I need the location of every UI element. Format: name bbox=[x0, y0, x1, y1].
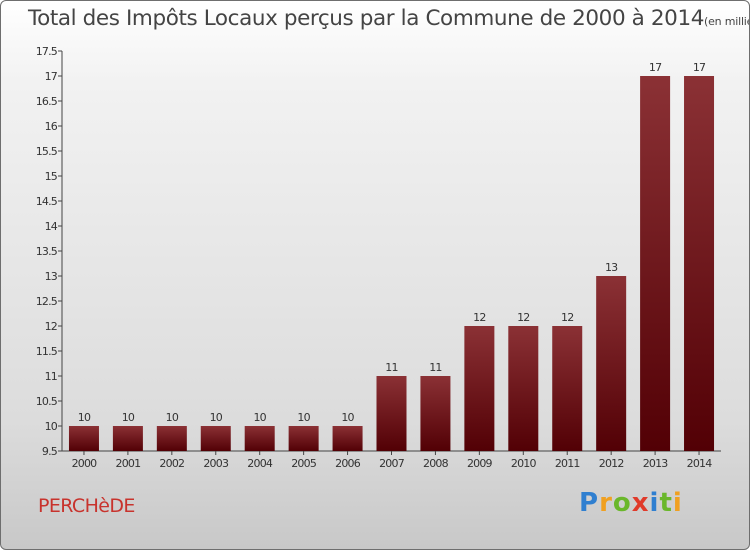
y-tick-label: 11.5 bbox=[36, 345, 58, 358]
y-tick-label: 17.5 bbox=[36, 45, 58, 58]
x-tick-label: 2006 bbox=[335, 457, 361, 470]
y-tick-label: 14 bbox=[45, 220, 58, 233]
bar-value-label: 10 bbox=[166, 411, 179, 424]
x-tick-label: 2012 bbox=[599, 457, 624, 470]
y-tick-label: 9.5 bbox=[42, 445, 58, 458]
chart-title: Total des Impôts Locaux perçus par la Co… bbox=[28, 6, 704, 31]
y-tick-label: 13.5 bbox=[36, 245, 58, 258]
bar-2009 bbox=[464, 326, 495, 451]
x-tick-label: 2010 bbox=[511, 457, 537, 470]
bar-value-label: 10 bbox=[341, 411, 354, 424]
bar-value-label: 12 bbox=[561, 311, 573, 324]
bar-2012 bbox=[596, 276, 627, 451]
y-tick-label: 16 bbox=[45, 120, 58, 133]
bar-value-label: 10 bbox=[297, 411, 310, 424]
bar-value-label: 11 bbox=[385, 361, 397, 374]
bar-2013 bbox=[640, 76, 671, 451]
logo-letter: i bbox=[649, 488, 660, 518]
bar-2003 bbox=[200, 426, 231, 451]
y-tick-label: 14.5 bbox=[36, 195, 58, 208]
bar-value-label: 12 bbox=[517, 311, 529, 324]
x-tick-label: 2007 bbox=[379, 457, 405, 470]
y-tick-label: 12.5 bbox=[36, 295, 58, 308]
y-tick-label: 15 bbox=[45, 170, 58, 183]
chart-title-block: Total des Impôts Locaux perçus par la Co… bbox=[28, 6, 749, 31]
x-tick-label: 2000 bbox=[72, 457, 98, 470]
bar-value-label: 10 bbox=[122, 411, 135, 424]
bar-2002 bbox=[156, 426, 187, 451]
bar-2005 bbox=[288, 426, 319, 451]
y-tick-label: 12 bbox=[45, 320, 57, 333]
logo-letter: i bbox=[672, 488, 683, 518]
x-tick-label: 2005 bbox=[291, 457, 317, 470]
logo-letter: r bbox=[599, 488, 613, 518]
bar-value-label: 12 bbox=[473, 311, 485, 324]
y-tick-label: 16.5 bbox=[36, 95, 58, 108]
y-tick-label: 15.5 bbox=[36, 145, 58, 158]
bar-2011 bbox=[552, 326, 583, 451]
y-tick-label: 13 bbox=[45, 270, 58, 283]
logo-letter: x bbox=[631, 488, 650, 518]
logo-letter: P bbox=[579, 488, 600, 518]
bar-value-label: 10 bbox=[210, 411, 223, 424]
bar-value-label: 13 bbox=[605, 261, 618, 274]
x-tick-label: 2003 bbox=[203, 457, 229, 470]
bar-2008 bbox=[420, 376, 451, 451]
x-tick-label: 2011 bbox=[555, 457, 580, 470]
x-tick-label: 2014 bbox=[687, 457, 713, 470]
y-tick-label: 17 bbox=[45, 70, 58, 83]
x-tick-label: 2002 bbox=[159, 457, 184, 470]
bar-value-label: 10 bbox=[253, 411, 266, 424]
bar-value-label: 17 bbox=[649, 61, 662, 74]
bar-value-label: 17 bbox=[693, 61, 706, 74]
y-tick-label: 10.5 bbox=[36, 395, 58, 408]
x-tick-label: 2001 bbox=[116, 457, 141, 470]
x-tick-label: 2004 bbox=[247, 457, 273, 470]
x-tick-label: 2008 bbox=[423, 457, 449, 470]
bar-2010 bbox=[508, 326, 539, 451]
logo-letter: o bbox=[612, 488, 632, 518]
bar-value-label: 11 bbox=[429, 361, 441, 374]
y-tick-label: 11 bbox=[45, 370, 57, 383]
bar-2014 bbox=[684, 76, 715, 451]
bar-2007 bbox=[376, 376, 407, 451]
bar-2004 bbox=[244, 426, 275, 451]
x-tick-label: 2009 bbox=[467, 457, 493, 470]
commune-name: PERCHèDE bbox=[38, 495, 135, 517]
y-tick-label: 10 bbox=[45, 420, 58, 433]
bar-2000 bbox=[68, 426, 99, 451]
bar-2001 bbox=[112, 426, 143, 451]
x-tick-label: 2013 bbox=[643, 457, 669, 470]
proxiti-logo: Proxiti bbox=[579, 488, 683, 518]
bar-value-label: 10 bbox=[78, 411, 91, 424]
logo-letter: t bbox=[659, 488, 673, 518]
chart-unit-note: (en milliers d'€) bbox=[704, 15, 749, 28]
bar-2006 bbox=[332, 426, 363, 451]
